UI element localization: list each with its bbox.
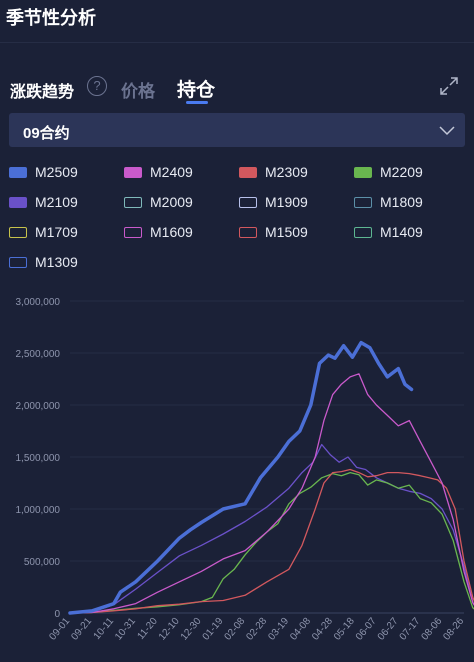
tab-price[interactable]: 价格	[121, 82, 155, 101]
chevron-down-icon	[439, 122, 455, 138]
legend-swatch	[9, 167, 27, 178]
legend-label: M1609	[150, 224, 193, 240]
header-divider	[0, 42, 474, 43]
legend-swatch	[239, 227, 257, 238]
x-tick-label: 08-06	[420, 616, 445, 643]
legend-swatch	[9, 197, 27, 208]
expand-icon[interactable]	[439, 76, 459, 96]
y-tick-label: 3,000,000	[16, 297, 61, 308]
active-tab-indicator	[186, 101, 208, 104]
x-tick-label: 07-17	[398, 616, 423, 643]
x-tick-label: 05-18	[332, 616, 357, 643]
series-line-m2109	[69, 443, 474, 614]
legend-label: M2409	[150, 164, 193, 180]
x-tick-label: 12-10	[157, 616, 182, 643]
x-tick-label: 11-20	[135, 616, 160, 642]
legend-swatch	[354, 167, 372, 178]
x-tick-label: 06-07	[354, 616, 379, 643]
legend-label: M2509	[35, 164, 78, 180]
legend-label: M1709	[35, 224, 78, 240]
legend-swatch	[9, 257, 27, 268]
legend-label: M1909	[265, 194, 308, 210]
position-chart: 0 500,000 1,000,000 1,500,000 2,000,000 2,500…	[16, 297, 474, 643]
series-line-m2309	[69, 468, 474, 614]
x-tick-label: 02-08	[223, 616, 248, 643]
legend-label: M2209	[380, 164, 423, 180]
x-tick-label: 02-28	[244, 616, 269, 643]
x-tick-label: 09-01	[47, 616, 72, 643]
legend-label: M2109	[35, 194, 78, 210]
legend-swatch	[124, 227, 142, 238]
legend-swatch	[9, 227, 27, 238]
legend-swatch	[354, 227, 372, 238]
x-tick-label: 12-30	[179, 616, 204, 643]
series-line-m2509	[68, 340, 414, 615]
y-tick-label: 2,500,000	[16, 349, 61, 360]
contract-select-value: 09合约	[23, 125, 70, 142]
x-tick-label: 08-26	[441, 616, 466, 643]
x-tick-label: 09-21	[69, 616, 94, 643]
y-tick-label: 1,500,000	[16, 453, 61, 464]
legend-label: M1809	[380, 194, 423, 210]
series-line-m2409	[69, 373, 474, 614]
legend-swatch	[124, 167, 142, 178]
page-title: 季节性分析	[6, 8, 96, 28]
legend-label: M2009	[150, 194, 193, 210]
x-tick-label: 03-19	[266, 616, 291, 643]
legend-swatch	[354, 197, 372, 208]
x-tick-label: 10-11	[92, 616, 117, 642]
y-tick-label: 2,000,000	[16, 401, 61, 412]
legend-swatch	[239, 197, 257, 208]
legend-swatch	[124, 197, 142, 208]
x-tick-label: 10-31	[113, 616, 138, 643]
tab-trend[interactable]: 涨跌趋势	[10, 84, 75, 101]
contract-select[interactable]: 09合约	[9, 113, 465, 147]
y-tick-label: 0	[54, 609, 60, 620]
legend-label: M1509	[265, 224, 308, 240]
x-tick-label: 04-08	[288, 616, 313, 643]
legend-label: M2309	[265, 164, 308, 180]
y-tick-label: 1,000,000	[16, 505, 61, 516]
x-tick-label: 04-28	[310, 616, 335, 643]
x-tick-label: 01-19	[201, 616, 226, 643]
x-tick-label: 06-27	[376, 616, 401, 643]
legend-label: M1309	[35, 254, 78, 270]
tab-position[interactable]: 持仓	[177, 80, 216, 101]
y-tick-label: 500,000	[24, 557, 61, 568]
question-circle-icon[interactable]: ?	[87, 76, 107, 96]
legend-swatch	[239, 167, 257, 178]
legend-label: M1409	[380, 224, 423, 240]
